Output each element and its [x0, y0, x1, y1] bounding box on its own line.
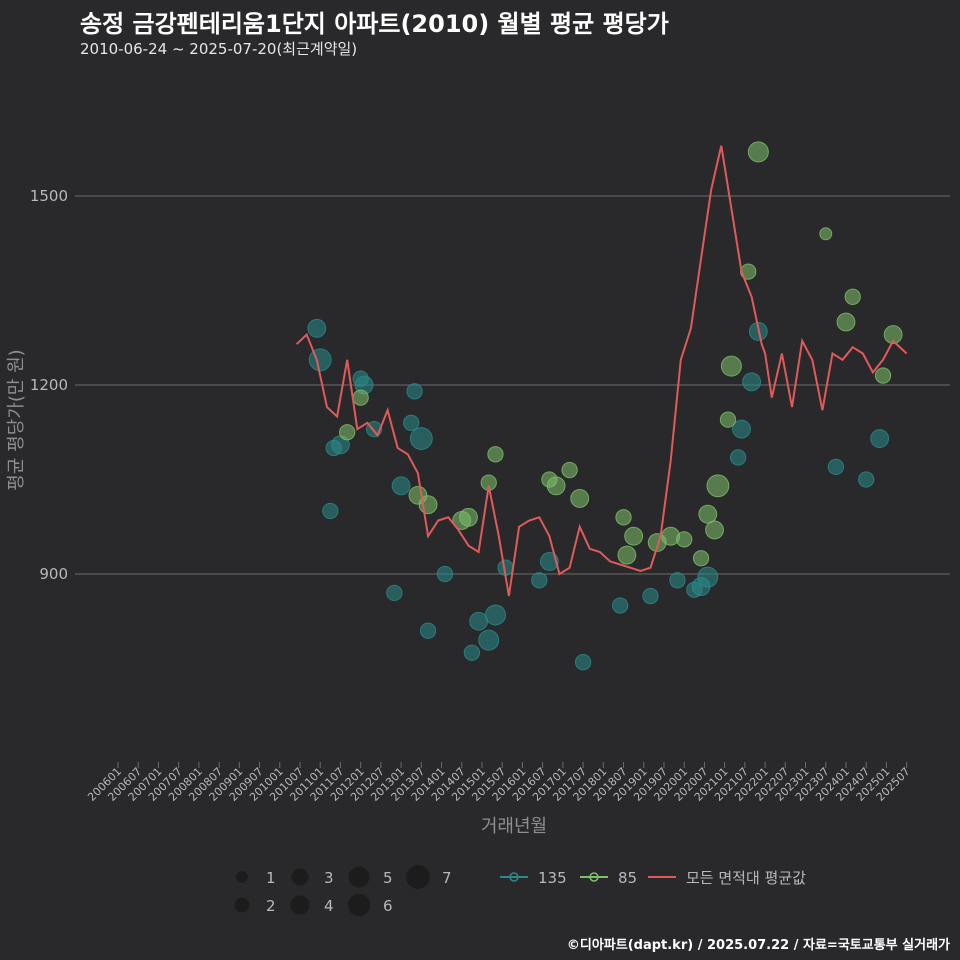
data-point-135 [403, 414, 420, 431]
data-point-135 [308, 348, 332, 372]
data-point-85 [624, 526, 644, 546]
data-point-135 [870, 429, 890, 448]
chart-subtitle: 2010-06-24 ~ 2025-07-20(최근계약일) [80, 40, 358, 58]
data-point-135 [484, 604, 506, 626]
data-point-135 [612, 597, 629, 614]
credit-text: ©디아파트(dapt.kr) / 2025.07.22 / 자료=국토교통부 실… [566, 938, 950, 953]
data-point-135 [391, 476, 411, 496]
data-point-135 [469, 611, 489, 631]
legend-size-label: 4 [324, 897, 334, 915]
data-point-85 [487, 446, 504, 463]
legend-size-marker [347, 893, 371, 917]
legend-label-0: 135 [538, 869, 567, 887]
data-point-135 [409, 427, 433, 450]
data-point-135 [463, 644, 481, 661]
legend-marker-0 [509, 872, 519, 882]
y-tick-label: 1200 [30, 376, 68, 394]
data-point-85 [719, 411, 737, 428]
data-point-135 [419, 622, 437, 639]
y-tick-label: 900 [39, 565, 68, 583]
data-point-85 [546, 476, 566, 496]
legend-size-label: 3 [324, 869, 334, 887]
data-point-85 [692, 550, 710, 567]
data-point-135 [406, 383, 423, 400]
data-point-135 [436, 565, 454, 583]
data-point-85 [844, 288, 861, 305]
legend-size-marker [291, 868, 309, 886]
legend-size-marker [348, 866, 370, 888]
data-point-85 [706, 474, 730, 498]
average-price-line [295, 145, 908, 597]
legend-marker-1 [589, 872, 599, 882]
data-point-85 [615, 509, 632, 526]
data-point-135 [729, 449, 747, 466]
data-point-135 [307, 318, 327, 338]
data-point-135 [478, 629, 500, 651]
legend-size-marker [290, 895, 310, 915]
data-point-85 [617, 545, 637, 565]
data-point-85 [836, 312, 856, 332]
data-point-85 [874, 367, 892, 384]
legend-size-label: 7 [442, 869, 452, 887]
legend-label-2: 모든 면적대 평균값 [686, 869, 806, 887]
data-point-85 [819, 227, 833, 241]
y-axis-title: 평균 평당가(만 원) [6, 349, 27, 490]
legend-size-label: 6 [383, 897, 393, 915]
data-point-85 [352, 389, 369, 406]
data-point-85 [459, 507, 478, 527]
legend-size-marker [236, 871, 248, 883]
legend-size-label: 1 [266, 869, 276, 887]
data-point-85 [705, 520, 724, 540]
data-point-135 [531, 572, 548, 589]
data-point-85 [339, 424, 356, 441]
data-point-85 [698, 504, 718, 524]
x-axis-title: 거래년월 [481, 816, 547, 837]
data-point-135 [574, 654, 592, 671]
data-point-85 [676, 531, 693, 548]
data-point-85 [561, 461, 578, 479]
data-point-135 [742, 372, 762, 392]
data-point-85 [720, 355, 742, 377]
data-point-135 [642, 587, 659, 605]
legend-size-marker [406, 865, 430, 889]
chart-title: 송정 금강펜테리움1단지 아파트(2010) 월별 평균 평당가 [80, 10, 669, 38]
data-point-135 [322, 502, 339, 520]
data-point-135 [858, 471, 875, 488]
legend-size-marker [234, 897, 250, 913]
data-point-135 [669, 572, 686, 589]
data-point-135 [386, 584, 403, 602]
data-point-135 [827, 458, 845, 476]
data-point-85 [570, 488, 590, 508]
legend-label-1: 85 [618, 869, 637, 887]
legend-size-label: 2 [266, 897, 276, 915]
data-point-135 [697, 566, 719, 588]
legend-size-label: 5 [383, 869, 393, 887]
data-point-135 [732, 419, 751, 439]
data-point-85 [747, 141, 769, 163]
data-point-135 [539, 551, 559, 571]
data-point-85 [883, 325, 903, 345]
y-tick-label: 1500 [30, 187, 68, 205]
